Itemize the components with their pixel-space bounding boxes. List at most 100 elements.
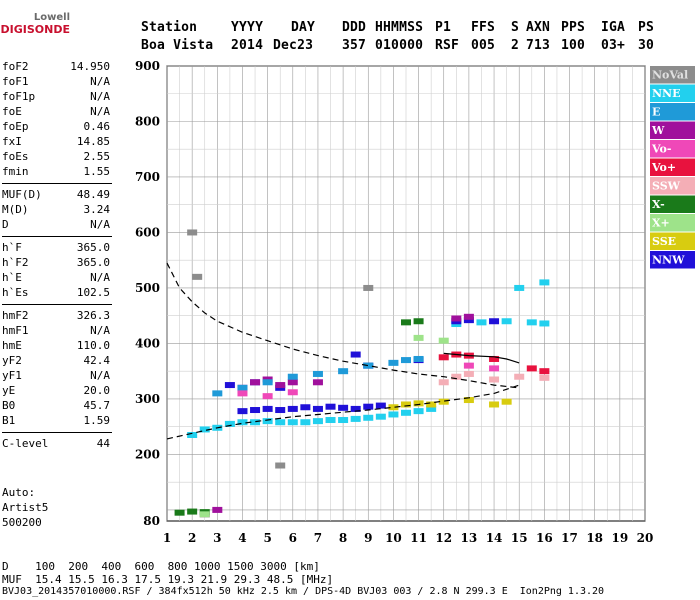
data-point: [426, 405, 437, 412]
param-name: h`F2: [2, 256, 29, 269]
data-point: [438, 379, 449, 386]
legend-label: SSW: [652, 180, 681, 193]
legend-label: NNE: [652, 87, 681, 100]
legend-label: X-: [652, 198, 665, 211]
digisonde-logo: Lowell DIGISONDE: [1, 12, 70, 38]
data-point: [174, 509, 185, 516]
legend-label: W: [651, 124, 665, 137]
param-row: D N/A: [2, 218, 110, 233]
data-point: [325, 403, 336, 410]
param-name: fmin: [2, 165, 29, 178]
param-name: B1: [2, 414, 16, 427]
param-row: fxI 14.85: [2, 135, 110, 150]
param-value: 365.0: [76, 256, 110, 269]
auto-label: Auto:: [2, 486, 36, 499]
header-column-7: S: [511, 20, 520, 35]
data-point: [262, 379, 273, 386]
param-value: 3.24: [83, 203, 111, 216]
header-value-11: 30: [638, 38, 655, 53]
param-name: h`F: [2, 241, 22, 254]
data-point: [212, 390, 223, 397]
x-tick-label: 5: [263, 531, 271, 545]
legend-swatch: [650, 84, 695, 102]
data-point: [350, 405, 361, 412]
param-row: fmin 1.55: [2, 165, 110, 180]
data-point: [237, 390, 248, 397]
x-tick-label: 7: [314, 531, 322, 545]
data-point: [275, 407, 286, 414]
param-row: B0 45.7: [2, 399, 110, 414]
data-point: [262, 418, 273, 425]
data-point: [250, 419, 261, 426]
param-value: N/A: [90, 324, 110, 337]
legend-swatch: [650, 251, 695, 269]
param-row: M(D) 3.24: [2, 203, 110, 218]
data-point: [401, 401, 411, 408]
legend-swatch: [650, 103, 695, 121]
param-name: foE: [2, 105, 22, 118]
data-point: [262, 393, 273, 400]
data-point: [375, 402, 386, 409]
data-point: [187, 229, 198, 236]
param-row: h`F 365.0: [2, 241, 110, 256]
param-name: M(D): [2, 203, 29, 216]
data-point: [438, 337, 449, 344]
param-value: N/A: [90, 105, 110, 118]
data-point: [539, 279, 550, 286]
y-tick-label: 200: [135, 447, 160, 461]
header-value-0: Boa Vista: [141, 38, 214, 53]
param-value: 48.49: [76, 188, 110, 201]
data-point: [501, 318, 512, 325]
param-row: h`Es 102.5: [2, 286, 110, 301]
y-tick-label: 700: [135, 170, 160, 184]
param-value: 14.85: [76, 135, 110, 148]
param-value: 110.0: [76, 339, 110, 352]
data-point: [413, 355, 424, 362]
x-tick-label: 1: [163, 531, 171, 545]
data-point: [187, 508, 198, 515]
data-point: [413, 408, 424, 415]
param-row: hmF1 N/A: [2, 324, 110, 339]
legend-swatch: [650, 214, 695, 232]
data-point: [187, 431, 198, 438]
param-row: MUF(D) 48.49: [2, 188, 110, 203]
y-tick-label: 80: [143, 514, 160, 528]
param-value: 45.7: [83, 399, 111, 412]
data-point: [224, 382, 235, 389]
data-point: [250, 379, 261, 386]
data-point: [287, 419, 298, 426]
data-point: [350, 415, 361, 422]
data-point: [338, 368, 349, 375]
param-name: hmE: [2, 339, 22, 352]
y-tick-label: 400: [135, 336, 160, 350]
param-row: B1 1.59: [2, 414, 110, 429]
data-point: [237, 384, 248, 391]
param-name: yF2: [2, 354, 22, 367]
header-value-2: Dec23: [273, 38, 314, 53]
param-value: N/A: [90, 75, 110, 88]
data-point: [338, 417, 349, 424]
data-point: [350, 351, 361, 358]
param-separator: [2, 304, 112, 305]
data-point: [463, 362, 474, 369]
data-point: [275, 419, 286, 426]
data-point: [287, 405, 298, 412]
param-separator: [2, 236, 112, 237]
legend-swatch: [650, 177, 695, 195]
data-point: [363, 403, 374, 410]
x-tick-label: 12: [435, 531, 452, 545]
legend-label: X+: [652, 217, 670, 230]
data-point: [413, 334, 424, 341]
param-name: hmF2: [2, 309, 29, 322]
param-name: h`E: [2, 271, 22, 284]
header-column-8: AXN: [526, 20, 551, 35]
data-point: [539, 368, 550, 375]
legend-label: SSE: [652, 235, 676, 248]
param-value: 2.55: [83, 150, 111, 163]
data-point: [312, 405, 323, 412]
param-value: N/A: [90, 90, 110, 103]
data-point: [451, 373, 462, 380]
data-point: [401, 357, 411, 364]
data-point: [338, 404, 349, 411]
y-tick-label: 800: [135, 114, 160, 128]
